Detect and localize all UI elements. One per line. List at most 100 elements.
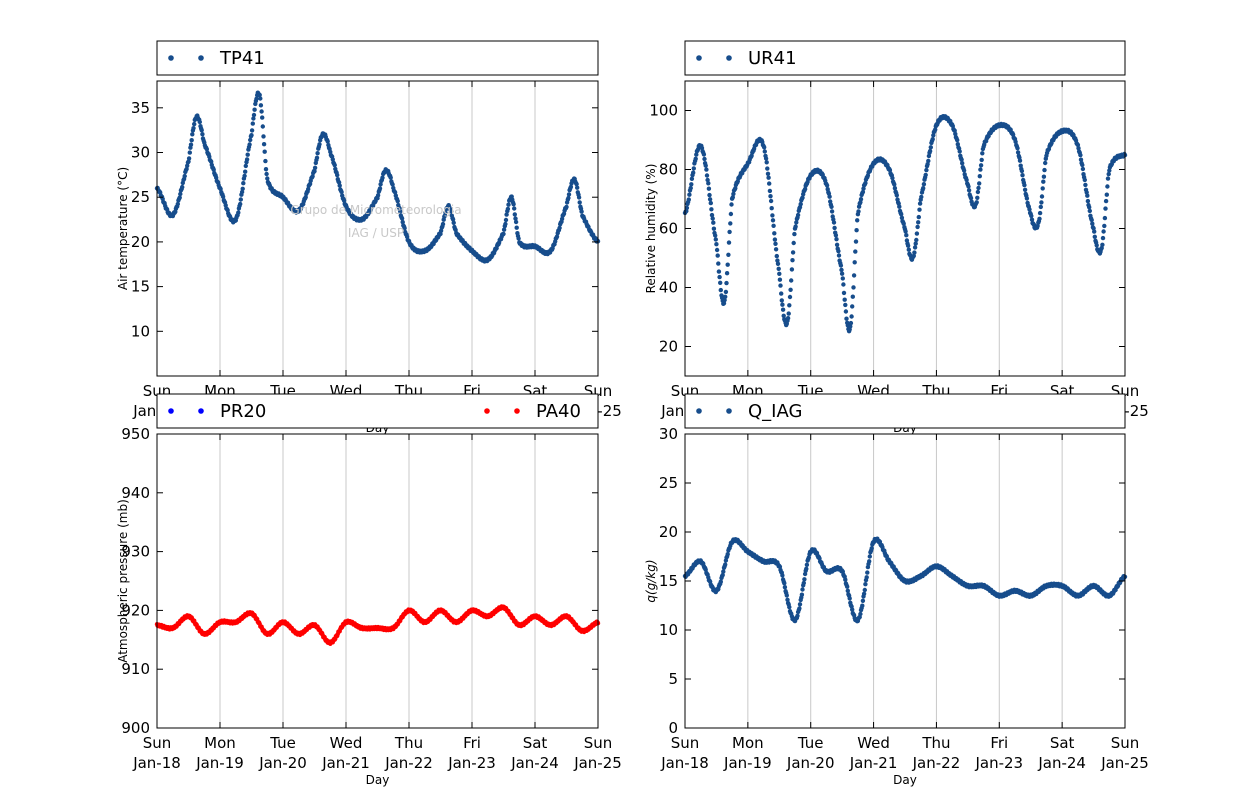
data-point: [780, 307, 786, 312]
data-point: [714, 242, 719, 247]
data-point: [776, 266, 781, 271]
data-point: [241, 181, 246, 186]
watermark-line1: Grupo de Micrometeorologia: [290, 203, 461, 217]
data-point: [703, 163, 708, 168]
data-point: [725, 262, 730, 267]
data-point: [860, 189, 866, 195]
data-point: [185, 163, 190, 168]
data-point: [315, 151, 320, 156]
data-point: [579, 209, 584, 214]
plot-frame: [156, 80, 599, 377]
data-point: [727, 229, 732, 235]
data-point: [839, 271, 845, 276]
data-point: [729, 202, 734, 207]
data-point: [782, 585, 788, 590]
data-point: [187, 150, 192, 155]
data-point: [1105, 176, 1111, 181]
data-point: [503, 221, 508, 227]
data-point: [843, 302, 848, 308]
data-point: [894, 193, 899, 198]
x-tick-label-day: Sun: [1111, 734, 1140, 752]
data-point: [711, 220, 716, 225]
data-point: [774, 253, 779, 259]
data-point: [780, 302, 785, 307]
data-point: [844, 316, 849, 321]
data-point: [252, 107, 257, 112]
data-point: [722, 297, 727, 303]
data-point: [771, 223, 776, 228]
data-point: [840, 276, 845, 281]
x-tick-label-date: Jan-18: [132, 754, 181, 772]
data-point: [785, 597, 790, 602]
data-point: [801, 580, 806, 586]
x-tick-label-date: Jan-21: [849, 754, 898, 772]
data-point: [451, 220, 456, 225]
legend-box: [156, 393, 599, 429]
data-point: [775, 261, 781, 266]
data-point: [564, 204, 569, 210]
data-point: [848, 324, 853, 329]
data-point: [723, 289, 729, 295]
data-point: [1020, 173, 1025, 178]
data-point: [380, 175, 385, 180]
data-point: [250, 121, 255, 126]
x-tick-label-date: Jan-23: [974, 754, 1023, 772]
series-tp41: [154, 90, 601, 264]
data-point: [927, 148, 933, 154]
data-point: [240, 186, 245, 191]
data-point: [772, 231, 777, 236]
data-point: [784, 593, 789, 598]
data-point: [1102, 215, 1108, 221]
data-point: [263, 167, 269, 172]
data-point: [395, 198, 400, 204]
data-point: [708, 200, 713, 206]
data-point: [851, 285, 856, 290]
data-point: [832, 225, 837, 231]
x-tick-label-day: Tue: [797, 734, 824, 752]
data-point: [1085, 198, 1091, 204]
data-point: [251, 112, 257, 118]
legend-marker: [198, 408, 204, 414]
data-point: [501, 227, 507, 232]
data-point: [905, 243, 911, 248]
data-point: [577, 200, 582, 205]
data-point: [804, 562, 810, 567]
data-point: [728, 211, 734, 217]
data-point: [978, 167, 983, 172]
data-point: [836, 253, 842, 258]
data-point: [867, 554, 872, 559]
x-tick-label-date: Jan-25: [1100, 754, 1149, 772]
data-point: [190, 132, 195, 137]
legend-marker: [484, 408, 490, 414]
series-q-iag: [682, 536, 1128, 624]
data-point: [691, 166, 696, 171]
data-point: [325, 139, 330, 144]
data-point: [402, 226, 407, 231]
data-point: [723, 294, 728, 299]
data-point: [926, 158, 931, 164]
data-point: [388, 175, 393, 180]
legend-label: Q_IAG: [748, 401, 802, 422]
data-point: [921, 186, 926, 191]
data-point: [850, 607, 855, 612]
data-point: [841, 290, 847, 296]
y-tick-label: 15: [659, 572, 678, 590]
data-point: [838, 263, 844, 268]
y-axis-label: q(g/kg): [644, 559, 658, 602]
data-point: [824, 183, 830, 188]
data-point: [503, 217, 509, 223]
data-point: [834, 237, 839, 242]
data-point: [959, 157, 964, 162]
data-point: [705, 177, 710, 183]
data-point: [863, 180, 868, 186]
y-tick-label: 20: [659, 338, 678, 356]
data-point: [716, 269, 722, 274]
data-point: [709, 207, 714, 212]
legend-marker: [696, 55, 702, 61]
data-point: [1089, 217, 1094, 223]
data-point: [767, 188, 773, 194]
data-point: [375, 193, 381, 198]
data-point: [861, 591, 867, 596]
data-point: [726, 252, 731, 257]
data-point: [180, 184, 185, 190]
